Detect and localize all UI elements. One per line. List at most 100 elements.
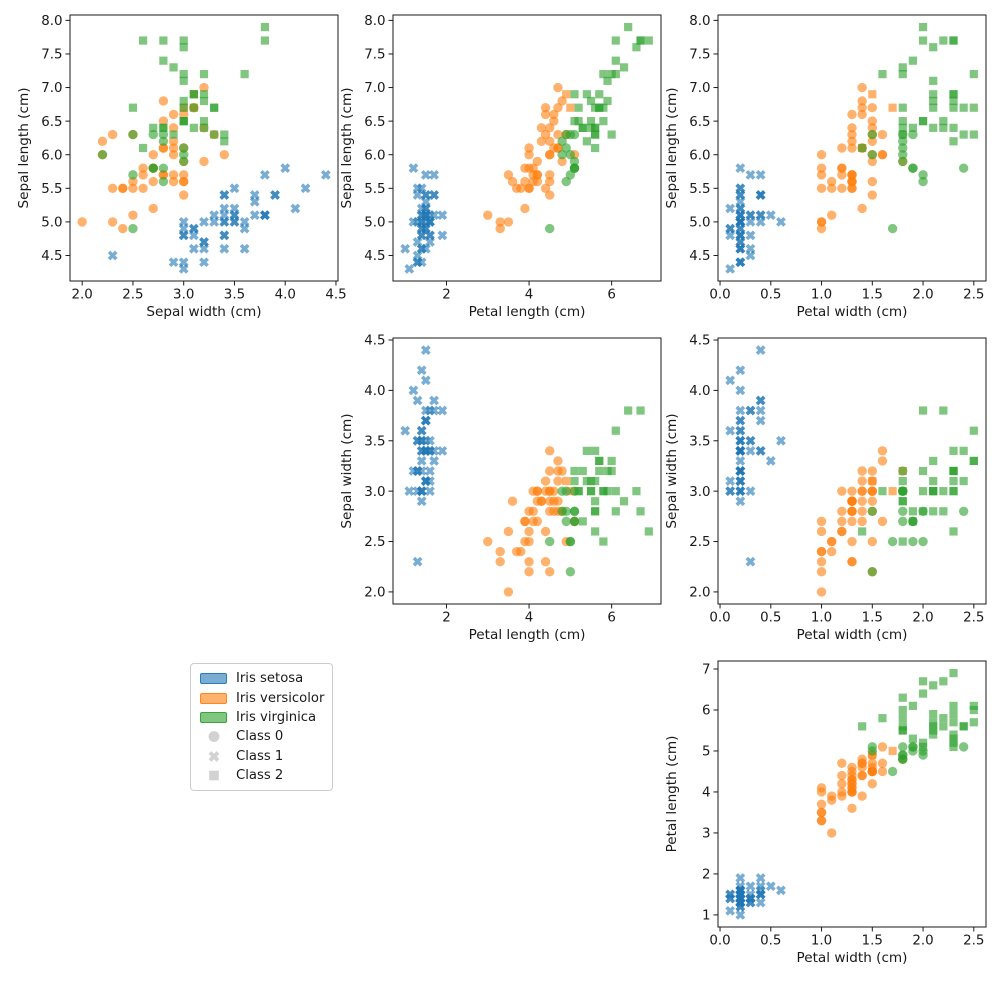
point (416, 496, 427, 507)
y-tick-label: 4.0 (689, 384, 710, 399)
data-points (77, 22, 331, 274)
point (540, 526, 551, 537)
point (425, 230, 435, 241)
point (898, 693, 907, 702)
point (582, 90, 591, 99)
point (868, 90, 877, 99)
point (168, 257, 179, 268)
point (636, 406, 645, 415)
point (128, 176, 138, 187)
point (847, 183, 857, 193)
y-tick-label: 8.0 (364, 14, 385, 29)
point (765, 881, 776, 892)
y-tick-label: 5.5 (364, 182, 385, 197)
point (557, 96, 567, 106)
point (570, 476, 579, 486)
point (745, 881, 756, 892)
point (908, 507, 918, 516)
point (929, 681, 938, 690)
point (199, 96, 209, 106)
point (437, 405, 448, 416)
point (599, 487, 608, 496)
point (570, 90, 579, 99)
point (128, 183, 138, 193)
x-axis-label: Petal length (cm) (469, 627, 586, 643)
y-tick-label: 6.5 (364, 115, 385, 130)
point (412, 257, 423, 268)
point (949, 730, 958, 739)
point (168, 150, 179, 160)
point (148, 129, 158, 140)
point (532, 486, 543, 496)
point (949, 718, 958, 727)
point (929, 730, 938, 739)
y-axis-label: Sepal length (cm) (339, 87, 355, 208)
point (929, 456, 938, 466)
point (565, 567, 576, 577)
point (149, 123, 158, 132)
point (595, 456, 604, 466)
point (867, 536, 877, 547)
point (847, 516, 857, 527)
point (107, 250, 118, 261)
point (725, 476, 736, 486)
point (528, 506, 538, 516)
point (179, 156, 189, 167)
point (755, 445, 766, 456)
point (918, 536, 928, 547)
point (918, 750, 928, 760)
y-tick-label: 5.0 (689, 216, 710, 231)
subplot-petal-length-vs-sepal-length: 2 4 6 4.5 5.0 5.5 6.0 6.5 7.0 7.5 8.0 Petal length … (339, 14, 662, 320)
y-tick-label: 3.5 (364, 434, 385, 449)
point (416, 486, 427, 497)
point (898, 129, 908, 140)
point (908, 163, 918, 173)
point (158, 170, 169, 180)
point (735, 873, 746, 883)
x-tick-label: 6 (607, 288, 616, 303)
point (591, 130, 600, 139)
point (586, 123, 596, 132)
point (199, 117, 209, 126)
point (189, 103, 198, 112)
point (867, 496, 877, 506)
point (557, 150, 567, 160)
point (949, 476, 958, 486)
point (837, 486, 847, 496)
data-points (400, 22, 653, 274)
point (858, 722, 867, 731)
y-tick-label: 7 (702, 663, 711, 678)
point (416, 456, 427, 466)
point (107, 129, 118, 140)
point (599, 70, 608, 79)
point (837, 506, 847, 516)
point (877, 150, 888, 160)
point (412, 556, 423, 567)
point (908, 129, 918, 140)
point (867, 150, 877, 160)
y-tick-label: 7.5 (41, 48, 62, 63)
point (918, 738, 928, 747)
y-tick-label: 3 (702, 827, 711, 842)
point (507, 176, 518, 187)
square-marker-icon (208, 770, 219, 781)
point (416, 365, 427, 376)
point (179, 150, 189, 160)
point (569, 486, 580, 496)
x-axis-label: Petal length (cm) (469, 304, 586, 320)
x-axis-label: Sepal width (cm) (146, 304, 261, 320)
point (735, 365, 746, 376)
point (735, 445, 746, 456)
y-axis-label: Sepal width (cm) (339, 413, 355, 528)
point (765, 210, 776, 221)
point (158, 163, 169, 173)
point (229, 183, 240, 194)
point (857, 486, 867, 496)
point (755, 415, 766, 426)
point (837, 163, 847, 173)
point (867, 136, 877, 146)
point (867, 779, 877, 789)
legend-item: Class 2 (200, 766, 324, 785)
point (745, 250, 756, 261)
point (898, 136, 908, 146)
